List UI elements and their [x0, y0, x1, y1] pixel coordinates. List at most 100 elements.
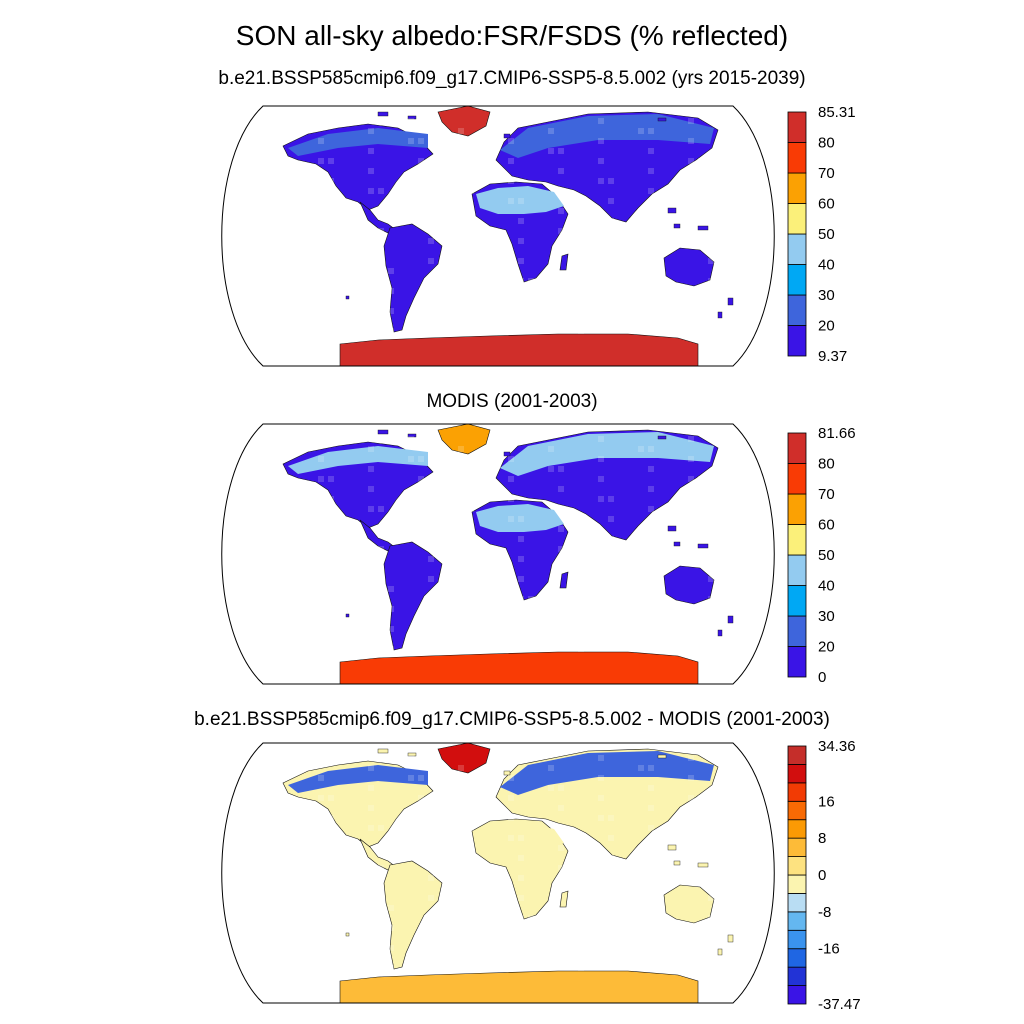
grid-cell	[708, 298, 714, 304]
grid-cell	[458, 486, 464, 492]
grid-cell	[558, 845, 564, 851]
grid-cell	[488, 328, 494, 334]
grid-cell	[388, 308, 394, 314]
colorbar-swatch	[787, 745, 807, 765]
island	[377, 748, 389, 754]
grid-cell	[518, 895, 524, 901]
grid-cell	[658, 845, 664, 851]
grid-cell	[638, 765, 644, 771]
colorbar-swatch	[787, 432, 807, 464]
grid-cell	[608, 855, 614, 861]
panel-1-map	[221, 105, 775, 367]
grid-cell	[338, 278, 344, 284]
grid-cell	[368, 506, 374, 512]
grid-cell	[418, 536, 424, 542]
grid-cell	[468, 805, 474, 811]
colorbar-swatch	[787, 856, 807, 876]
grid-cell	[378, 586, 384, 592]
grid-cell	[608, 178, 614, 184]
grid-cell	[328, 238, 334, 244]
grid-cell	[418, 855, 424, 861]
page-title: SON all-sky albedo:FSR/FSDS (% reflected…	[235, 20, 789, 51]
grid-cell	[418, 815, 424, 821]
grid-cell	[528, 955, 534, 961]
grid-cell	[418, 138, 424, 144]
grid-cell	[328, 795, 334, 801]
grid-cell	[668, 308, 674, 314]
colorbar-tick-label: 0	[818, 669, 826, 686]
grid-cell	[668, 626, 674, 632]
grid-cell	[368, 805, 374, 811]
grid-cell	[648, 486, 654, 492]
grid-cell	[598, 138, 604, 144]
grid-cell	[608, 496, 614, 502]
colorbar-swatch	[787, 615, 807, 647]
grid-cell	[288, 208, 294, 214]
grid-cell	[288, 925, 294, 931]
grid-cell	[318, 138, 324, 144]
grid-cell	[288, 526, 294, 532]
colorbar-swatch	[787, 782, 807, 802]
grid-cell	[508, 775, 514, 781]
grid-cell	[558, 208, 564, 214]
colorbar-swatch	[787, 463, 807, 495]
panel-2-map	[221, 423, 775, 685]
grid-cell	[708, 318, 714, 324]
grid-cell	[658, 606, 664, 612]
grid-cell	[468, 208, 474, 214]
grid-cell	[608, 835, 614, 841]
map-land-group	[282, 743, 734, 1003]
panel-3-map	[221, 742, 775, 1004]
grid-cell	[288, 248, 294, 254]
colorbar-swatch	[787, 294, 807, 326]
region-antarctica	[339, 651, 699, 684]
grid-cell	[288, 546, 294, 552]
colorbar-swatch	[787, 493, 807, 525]
region-south-america	[383, 223, 443, 333]
grid-cell	[458, 785, 464, 791]
grid-cell	[638, 128, 644, 134]
grid-cell	[608, 218, 614, 224]
grid-cell	[698, 536, 704, 542]
colorbar-tick-label: 0	[818, 867, 826, 884]
grid-cell	[528, 298, 534, 304]
island	[727, 615, 734, 624]
grid-cell	[478, 288, 484, 294]
grid-cell	[428, 536, 434, 542]
map-outline	[221, 423, 775, 685]
grid-cell	[378, 546, 384, 552]
colorbar-tick-label: -37.47	[818, 996, 861, 1013]
grid-cell	[618, 616, 624, 622]
grid-cell	[288, 845, 294, 851]
grid-cell	[468, 566, 474, 572]
grid-cell	[418, 775, 424, 781]
grid-cell	[648, 168, 654, 174]
grid-cell	[298, 308, 304, 314]
grid-cell	[698, 218, 704, 224]
grid-cell	[428, 258, 434, 264]
colorbar-tick-label: 40	[818, 257, 835, 274]
grid-cell	[598, 496, 604, 502]
colorbar-swatch	[787, 764, 807, 784]
grid-cell	[558, 168, 564, 174]
grid-cell	[718, 955, 724, 961]
grid-cell	[508, 496, 514, 502]
grid-cell	[328, 178, 334, 184]
grid-cell	[708, 238, 714, 244]
grid-cell	[518, 875, 524, 881]
grid-cell	[598, 456, 604, 462]
grid-cell	[368, 825, 374, 831]
grid-cell	[608, 258, 614, 264]
grid-cell	[428, 238, 434, 244]
grid-cell	[478, 965, 484, 971]
grid-cell	[698, 795, 704, 801]
grid-cell	[388, 328, 394, 334]
region-madagascar	[559, 571, 569, 589]
grid-cell	[578, 646, 584, 652]
grid-cell	[618, 955, 624, 961]
grid-cell	[708, 895, 714, 901]
grid-cell	[698, 178, 704, 184]
grid-cell	[568, 566, 574, 572]
grid-cell	[618, 636, 624, 642]
map-outline	[221, 105, 775, 367]
